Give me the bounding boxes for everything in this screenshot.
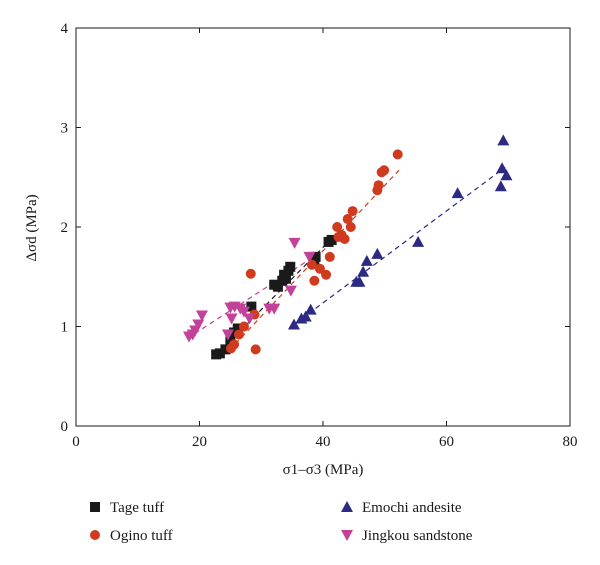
point-jingkou-sandstone: [288, 237, 301, 249]
point-emochi-andesite: [360, 254, 373, 266]
point-jingkou-sandstone: [303, 251, 316, 263]
axis-ticks: 0 20 40 60 80 0 1 2 3 4: [61, 21, 578, 450]
point-tage-tuff: [232, 323, 243, 334]
point-emochi-andesite: [451, 187, 464, 199]
legend-label-jingkou-sandstone: Jingkou sandstone: [362, 528, 473, 544]
legend-label-emochi-andesite: Emochi andesite: [362, 500, 462, 516]
plot-frame: [75, 27, 571, 427]
trend-line-jingkou-sandstone: [186, 256, 315, 339]
point-ogino-tuff: [238, 321, 249, 332]
point-jingkou-sandstone: [192, 319, 205, 331]
y-tick-label: 2: [61, 220, 69, 236]
point-ogino-tuff: [332, 222, 343, 232]
point-jingkou-sandstone: [195, 310, 208, 322]
y-axis-title: Δσd (MPa): [24, 194, 40, 261]
point-ogino-tuff: [373, 180, 384, 191]
point-ogino-tuff: [339, 233, 350, 244]
point-jingkou-sandstone: [237, 306, 250, 318]
point-emochi-andesite: [353, 275, 366, 287]
point-emochi-andesite: [412, 235, 425, 247]
point-emochi-andesite: [357, 265, 370, 277]
plot-border: [75, 27, 571, 427]
point-ogino-tuff: [234, 329, 245, 340]
point-jingkou-sandstone: [284, 285, 297, 297]
x-axis-title: σ1–σ3 (MPa): [283, 462, 364, 478]
point-jingkou-sandstone: [243, 313, 256, 325]
point-ogino-tuff: [342, 214, 353, 225]
point-emochi-andesite: [497, 134, 510, 146]
point-emochi-andesite: [500, 169, 513, 181]
point-tage-tuff: [285, 261, 296, 272]
trend-line-emochi-andesite: [293, 166, 506, 325]
point-ogino-tuff: [250, 344, 261, 355]
legend-label-tage-tuff: Tage tuff: [110, 500, 164, 516]
x-tick-label: 0: [72, 434, 80, 450]
point-emochi-andesite: [299, 310, 312, 322]
x-tick-label: 20: [192, 434, 207, 450]
point-ogino-tuff: [379, 165, 390, 176]
legend-marker-jingkou-sandstone: [341, 530, 353, 541]
point-tage-tuff: [280, 273, 291, 284]
point-emochi-andesite: [287, 318, 300, 330]
legend-marker-emochi-andesite: [341, 501, 353, 512]
point-emochi-andesite: [494, 180, 507, 192]
point-emochi-andesite: [496, 162, 509, 174]
y-tick-label: 3: [61, 121, 69, 137]
legend-label-ogino-tuff: Ogino tuff: [110, 528, 173, 544]
legend-marker-ogino-tuff: [90, 530, 100, 540]
point-ogino-tuff: [309, 275, 320, 286]
x-tick-label: 60: [439, 434, 454, 450]
point-tage-tuff: [214, 348, 225, 359]
point-ogino-tuff: [229, 339, 240, 350]
point-emochi-andesite: [304, 303, 317, 315]
point-ogino-tuff: [345, 222, 356, 232]
point-ogino-tuff: [392, 149, 403, 160]
y-tick-label: 0: [61, 419, 69, 435]
point-tage-tuff: [246, 301, 257, 312]
point-ogino-tuff: [245, 268, 256, 279]
point-jingkou-sandstone: [268, 303, 281, 315]
point-tage-tuff: [326, 234, 337, 245]
data-points: [183, 134, 513, 360]
point-ogino-tuff: [314, 263, 325, 274]
point-jingkou-sandstone: [225, 313, 238, 325]
point-tage-tuff: [310, 251, 321, 262]
x-tick-label: 80: [563, 434, 578, 450]
x-tick-label: 40: [316, 434, 331, 450]
point-tage-tuff: [272, 281, 283, 292]
legend: Tage tuff Ogino tuff Emochi andesite Jingko…: [90, 500, 473, 544]
point-ogino-tuff: [321, 269, 332, 280]
point-ogino-tuff: [324, 251, 335, 262]
y-tick-label: 4: [61, 21, 69, 37]
point-ogino-tuff: [347, 206, 358, 217]
point-jingkou-sandstone: [221, 329, 234, 341]
point-emochi-andesite: [371, 247, 384, 259]
y-tick-label: 1: [61, 320, 69, 336]
legend-marker-tage-tuff: [90, 502, 100, 512]
point-tage-tuff: [220, 344, 231, 355]
